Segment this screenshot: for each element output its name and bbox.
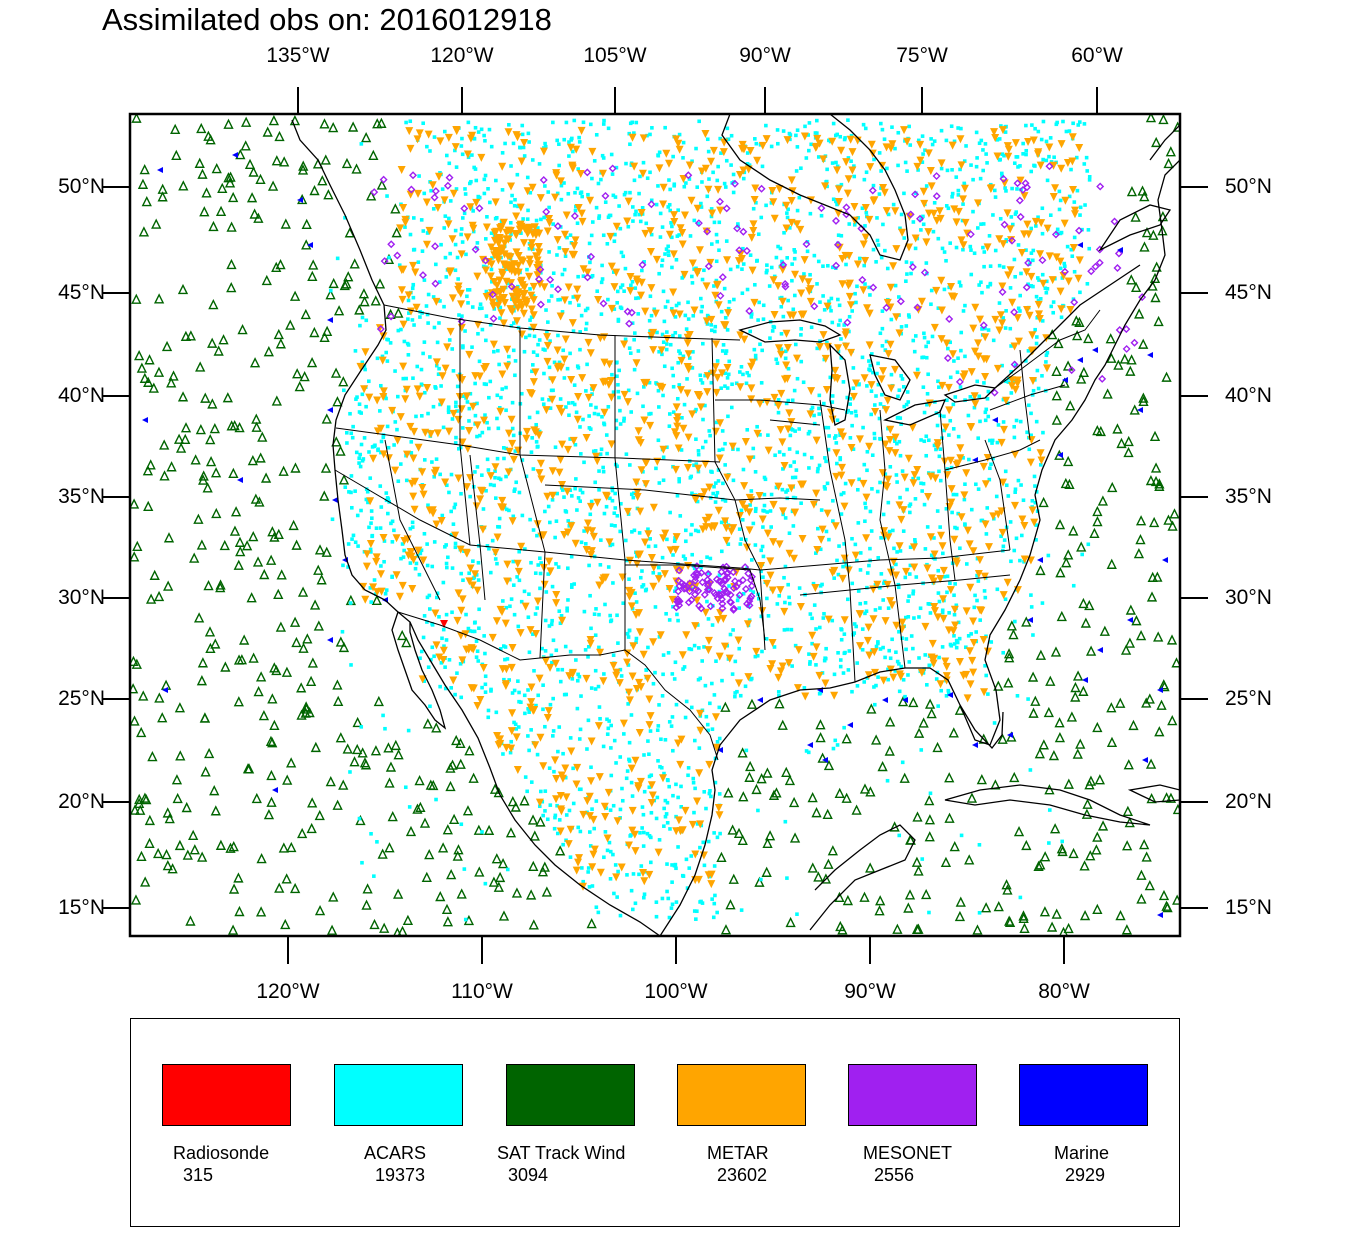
state-borders [334,304,1101,761]
legend-swatch-mesonet [848,1064,977,1126]
observation-markers [130,114,1180,936]
legend-swatch-marine [1019,1064,1148,1126]
lat-label-left-40: 40°N [58,384,105,407]
bottom-ticks [287,936,1065,964]
lat-label-right-25: 25°N [1225,687,1272,710]
legend-count-acars: 19373 [375,1165,426,1185]
lat-label-left-35: 35°N [58,485,105,508]
lat-label-right-30: 30°N [1225,586,1272,609]
legend-label-radiosonde: Radiosonde [173,1143,270,1163]
bottom-lon-label-3: 100°W [644,980,708,1003]
lat-label-right-35: 35°N [1225,485,1272,508]
bottom-lon-label-5: 80°W [1038,980,1090,1003]
legend-count-marine: 2929 [1065,1165,1106,1185]
top-lon-label-1: 135°W [266,44,330,67]
legend-label-marine: Marine [1054,1143,1110,1163]
top-lon-label-6: 60°W [1071,44,1123,67]
top-lon-label-3: 105°W [583,44,647,67]
legend-label-metar: METAR [707,1143,769,1163]
top-ticks [297,87,1098,114]
legend-count-sat-track-wind: 3094 [508,1165,549,1185]
legend-label-mesonet: MESONET [863,1143,953,1163]
top-lon-label-2: 120°W [430,44,494,67]
legend-count-metar: 23602 [717,1165,768,1185]
lat-label-right-15: 15°N [1225,896,1272,919]
legend-item-acars: ACARS 19373 [334,1019,514,1228]
lat-ticks [102,186,1208,909]
coastlines [291,114,1180,936]
legend: Radiosonde 315 ACARS 19373 SAT Track Win… [130,1018,1180,1227]
legend-item-radiosonde: Radiosonde 315 [162,1019,342,1228]
legend-label-acars: ACARS [364,1143,427,1163]
lat-label-left-25: 25°N [58,687,105,710]
map-title: Assimilated obs on: 2016012918 [102,2,552,37]
lat-label-left-20: 20°N [58,790,105,813]
legend-item-sat-track-wind: SAT Track Wind 3094 [497,1019,686,1228]
bottom-lon-label-2: 110°W [451,980,513,1003]
legend-item-marine: Marine 2929 [1019,1019,1199,1228]
legend-label-sat-track-wind: SAT Track Wind [497,1143,626,1163]
map-frame [128,112,1182,938]
lat-label-right-40: 40°N [1225,384,1272,407]
legend-swatch-metar [677,1064,806,1126]
legend-swatch-radiosonde [162,1064,291,1126]
legend-swatch-acars [334,1064,463,1126]
legend-count-radiosonde: 315 [183,1165,214,1185]
lat-label-right-20: 20°N [1225,790,1272,813]
lat-label-left-50: 50°N [58,175,105,198]
lat-label-left-45: 45°N [58,281,105,304]
lat-label-right-45: 45°N [1225,281,1272,304]
lat-label-left-30: 30°N [58,586,105,609]
top-lon-label-4: 90°W [739,44,791,67]
observation-map [102,87,1208,964]
bottom-lon-label-1: 120°W [256,980,320,1003]
bottom-lon-label-4: 90°W [844,980,896,1003]
lat-label-right-50: 50°N [1225,175,1272,198]
legend-swatch-sat-track-wind [506,1064,635,1126]
legend-item-metar: METAR 23602 [677,1019,857,1228]
legend-count-mesonet: 2556 [874,1165,915,1185]
lat-label-left-15: 15°N [58,896,105,919]
top-lon-label-5: 75°W [896,44,948,67]
legend-item-mesonet: MESONET 2556 [848,1019,1028,1228]
